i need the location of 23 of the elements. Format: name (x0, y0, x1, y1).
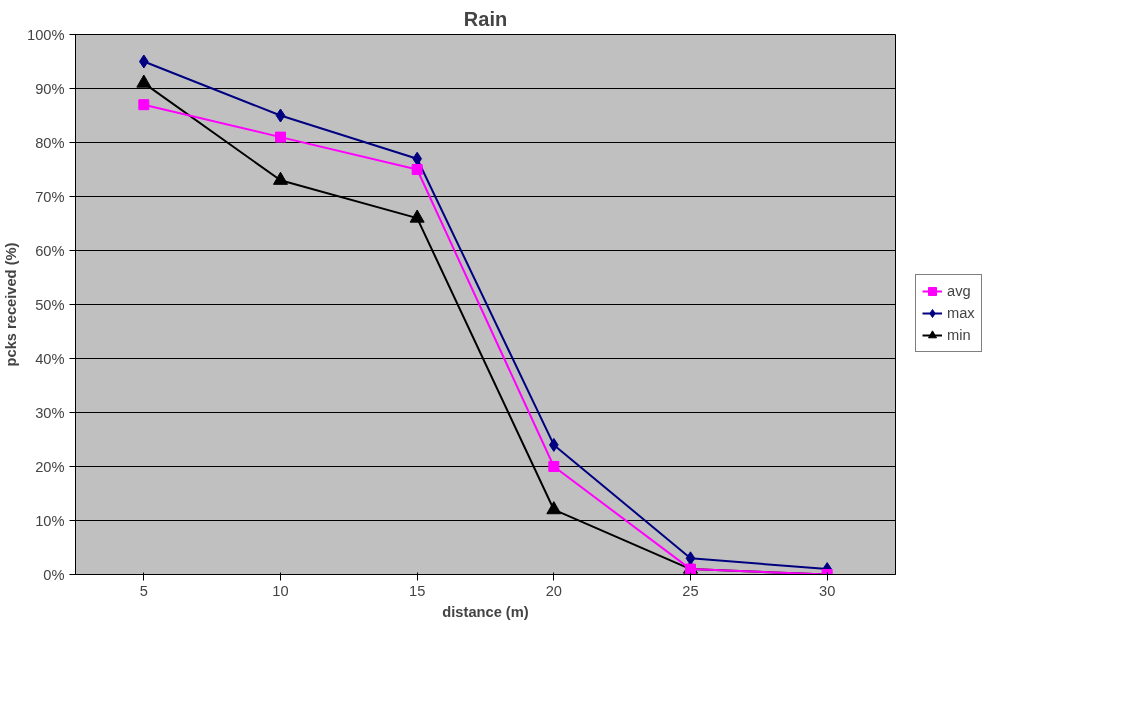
y-tick-label: 40% (35, 350, 65, 367)
y-tick-label: 100% (27, 26, 65, 43)
x-tick-label: 15 (409, 582, 426, 599)
x-tick-label: 20 (545, 582, 562, 599)
legend-label: max (947, 305, 975, 321)
legend-label: min (947, 327, 971, 343)
y-tick-label: 50% (35, 296, 65, 313)
x-tick-label: 10 (272, 582, 289, 599)
x-axis-title: distance (m) (442, 603, 529, 620)
y-tick-label: 80% (35, 134, 65, 151)
y-tick-label: 30% (35, 404, 65, 421)
y-axis-title: pcks received (%) (3, 242, 20, 367)
legend-label: avg (947, 283, 971, 299)
x-tick-label: 25 (682, 582, 699, 599)
x-tick-label: 30 (819, 582, 836, 599)
y-tick-label: 10% (35, 512, 65, 529)
chart-title: Rain (463, 7, 508, 30)
y-tick-label: 90% (35, 80, 65, 97)
y-tick-label: 20% (35, 458, 65, 475)
y-tick-label: 60% (35, 242, 65, 259)
x-tick-label: 5 (139, 582, 148, 599)
y-tick-label: 70% (35, 188, 65, 205)
y-tick-label: 0% (43, 566, 65, 583)
